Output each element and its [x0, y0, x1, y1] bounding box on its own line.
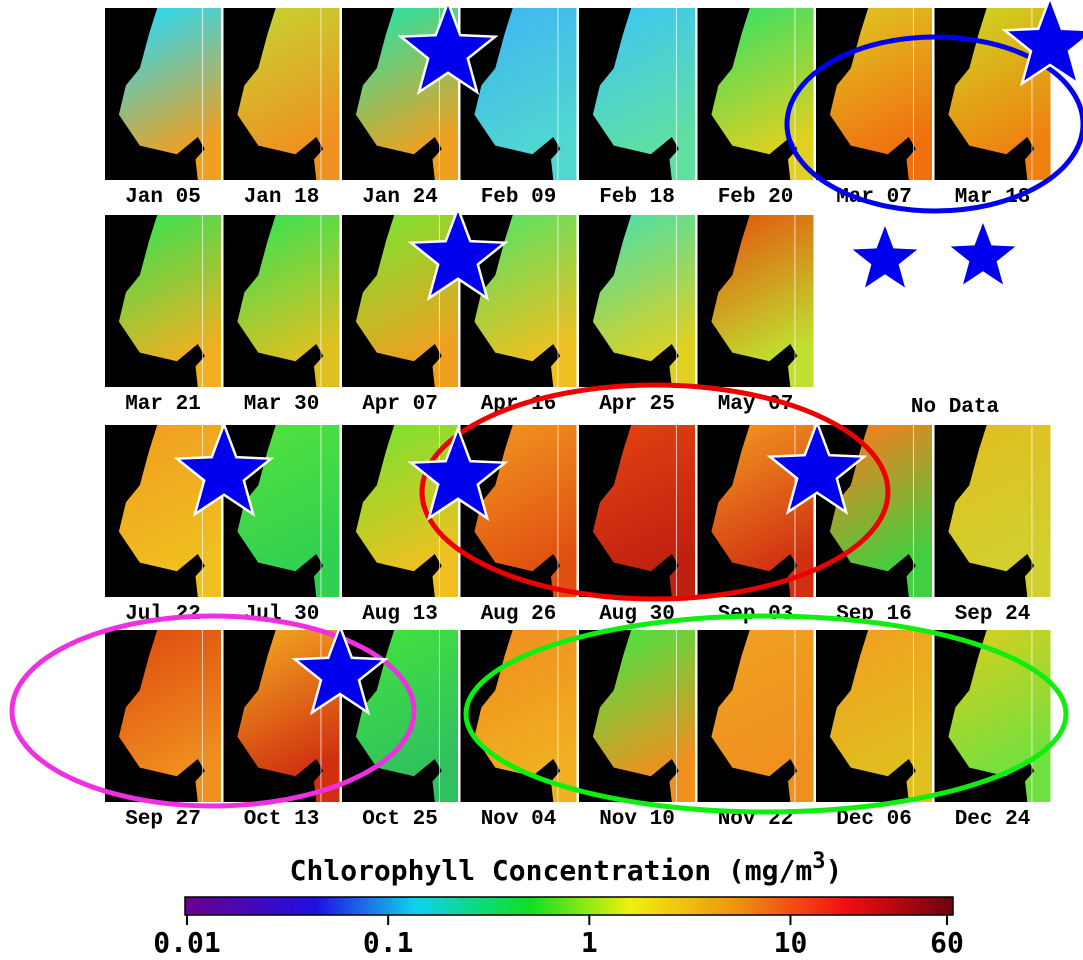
date-label: Aug 13	[362, 603, 438, 626]
date-label: Dec 06	[836, 808, 912, 831]
panels: Jan 05 Jan 18 Jan 24 Feb 09 Feb 18 Feb 20 Mar …	[105, 8, 1051, 831]
star-marker	[951, 223, 1016, 285]
date-label: Apr 25	[599, 393, 675, 416]
date-label: Sep 24	[955, 603, 1031, 626]
date-label: Apr 07	[362, 393, 438, 416]
date-label: Oct 13	[244, 808, 320, 831]
colorbar-tick-label: 0.1	[363, 926, 414, 959]
colorbar-tick-label: 1	[581, 926, 598, 959]
date-label: Nov 04	[481, 808, 557, 831]
colorbar-tick-label: 0.01	[153, 926, 220, 959]
colorbar-title: Chlorophyll Concentration (mg/m3)	[290, 849, 843, 887]
star-marker	[853, 226, 918, 288]
date-label: Mar 30	[244, 393, 320, 416]
date-label: Nov 10	[599, 808, 675, 831]
date-label: Sep 27	[125, 808, 201, 831]
date-label: Aug 26	[481, 603, 557, 626]
title-superscript: 3	[812, 849, 825, 874]
date-label: Jan 24	[362, 186, 438, 209]
date-label: Jan 18	[244, 186, 320, 209]
title-end: )	[825, 854, 842, 887]
date-label: Oct 25	[362, 808, 438, 831]
date-label: Mar 21	[125, 393, 201, 416]
colorbar	[185, 897, 953, 915]
no-data-label: No Data	[911, 396, 1000, 419]
date-label: Jan 05	[125, 186, 201, 209]
colorbar-tick-label: 60	[930, 926, 964, 959]
figure: Jan 05 Jan 18 Jan 24 Feb 09 Feb 18 Feb 20 Mar …	[0, 0, 1083, 960]
date-label: Dec 24	[955, 808, 1031, 831]
title-text: Chlorophyll Concentration (mg/m	[290, 854, 813, 887]
date-label: Feb 18	[599, 186, 675, 209]
colorbar-tick-label: 10	[774, 926, 808, 959]
date-label: Feb 20	[718, 186, 794, 209]
date-label: Feb 09	[481, 186, 557, 209]
